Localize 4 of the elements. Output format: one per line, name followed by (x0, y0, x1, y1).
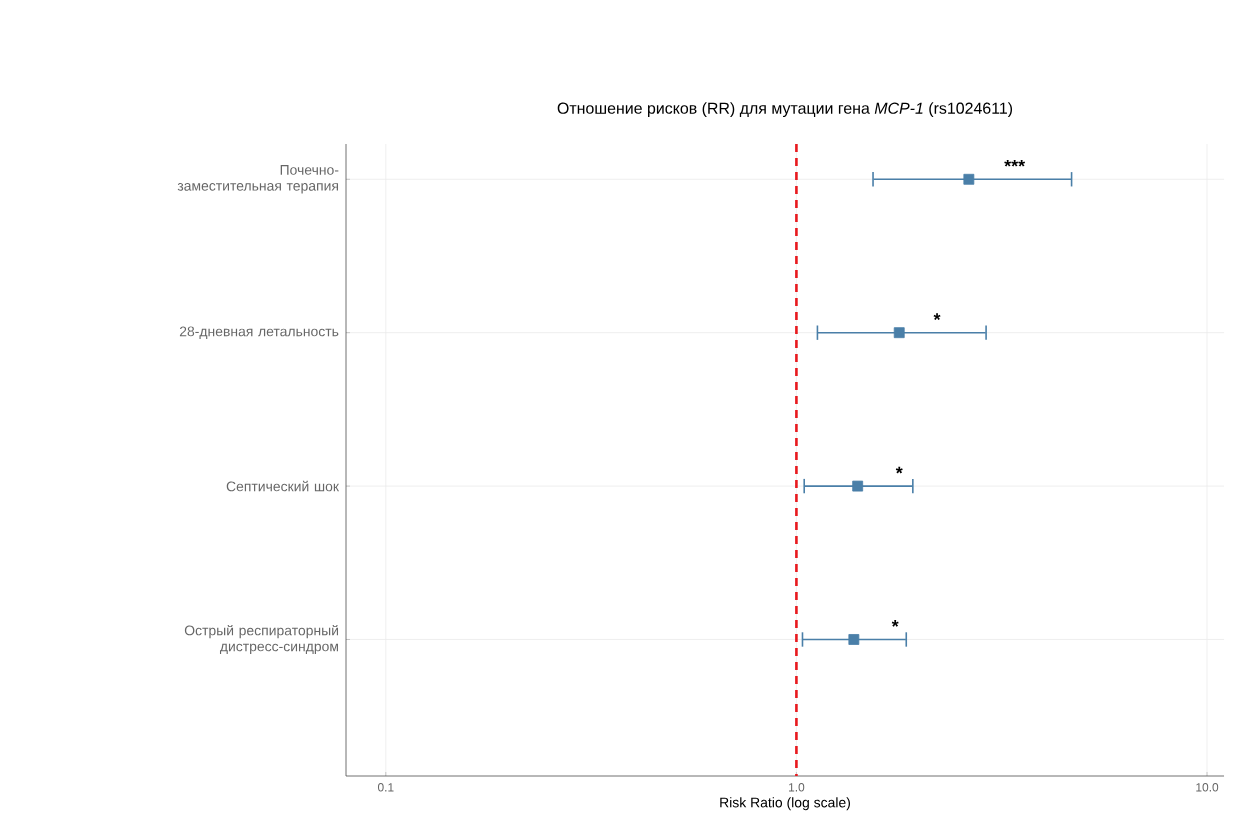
annotation: * (891, 620, 899, 627)
annotation: *** (1004, 159, 1026, 167)
annotation: * (933, 313, 941, 320)
annotation: * (895, 466, 903, 474)
